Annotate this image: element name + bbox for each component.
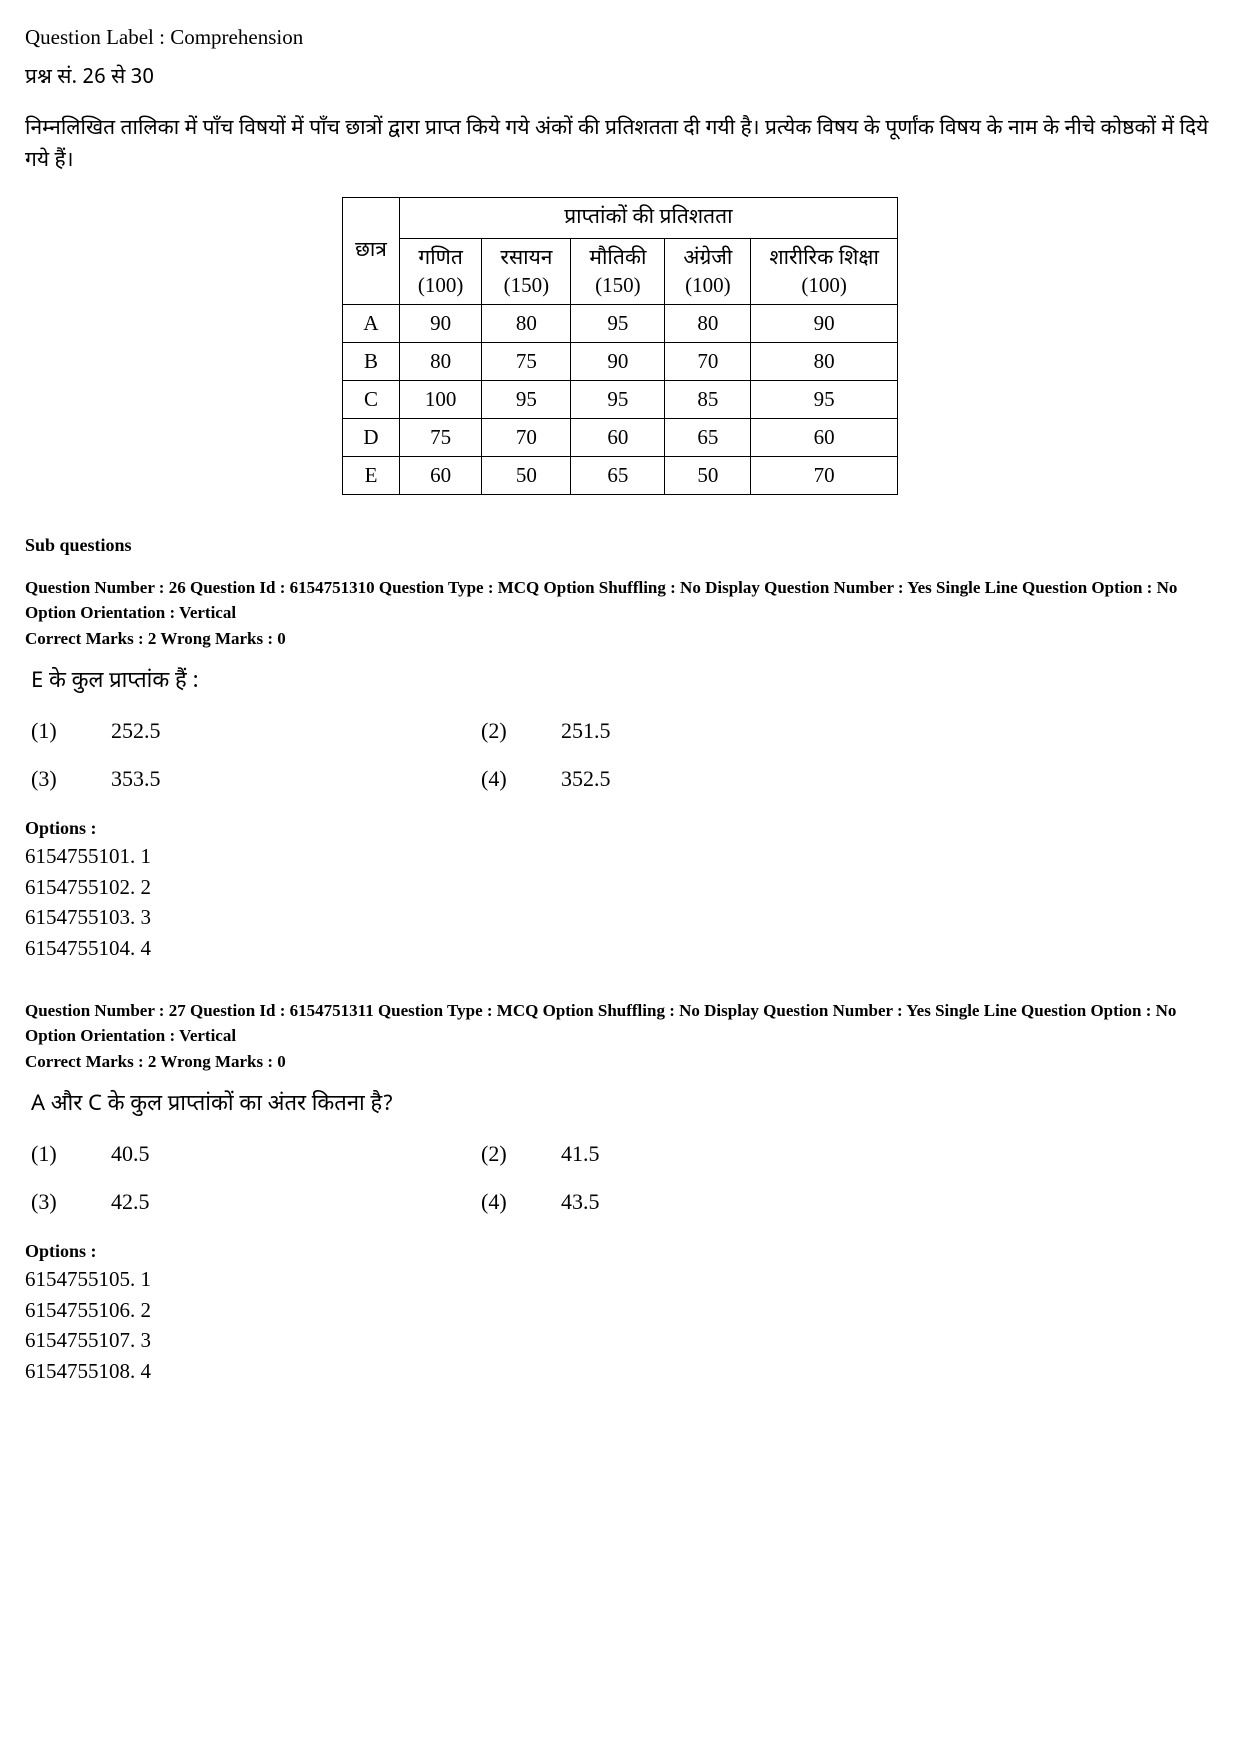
q26-choice-2: (2)251.5 [481, 718, 931, 744]
passage-text: निम्नलिखित तालिका में पाँच विषयों में पा… [25, 114, 1215, 177]
q26-options-label: Options : [25, 818, 1215, 839]
row-header: छात्र [343, 198, 400, 305]
q27-choice-1: (1)40.5 [31, 1141, 481, 1167]
q26-marks: Correct Marks : 2 Wrong Marks : 0 [25, 629, 1215, 649]
list-item: 6154755104. 4 [25, 933, 1215, 963]
label-prefix: Question Label : [25, 25, 170, 49]
q27-meta: Question Number : 27 Question Id : 61547… [25, 999, 1215, 1048]
col-phys: मौतिकी(150) [571, 239, 665, 305]
marks-table: छात्र प्राप्तांकों की प्रतिशतता गणित(100… [342, 197, 898, 495]
question-label: Question Label : Comprehension [25, 25, 1215, 50]
q27-choice-4: (4)43.5 [481, 1189, 931, 1215]
col-pe: शारीरिक शिक्षा(100) [751, 239, 898, 305]
q27-options-list: 6154755105. 1 6154755106. 2 6154755107. … [25, 1264, 1215, 1386]
table-row: D 75 70 60 65 60 [343, 419, 898, 457]
table-row: C 100 95 95 85 95 [343, 381, 898, 419]
q26-meta: Question Number : 26 Question Id : 61547… [25, 576, 1215, 625]
subject-row: गणित(100) रसायन(150) मौतिकी(150) अंग्रेज… [343, 239, 898, 305]
q26-choice-4: (4)352.5 [481, 766, 931, 792]
q26-choice-1: (1)252.5 [31, 718, 481, 744]
q27-choice-2: (2)41.5 [481, 1141, 931, 1167]
super-header: प्राप्तांकों की प्रतिशतता [399, 198, 897, 239]
list-item: 6154755101. 1 [25, 841, 1215, 871]
list-item: 6154755105. 1 [25, 1264, 1215, 1294]
col-chem: रसायन(150) [482, 239, 571, 305]
list-item: 6154755102. 2 [25, 872, 1215, 902]
table-row: A 90 80 95 80 90 [343, 305, 898, 343]
question-range: प्रश्न सं. 26 से 30 [25, 64, 1215, 92]
table-row: E 60 50 65 50 70 [343, 457, 898, 495]
q27-marks: Correct Marks : 2 Wrong Marks : 0 [25, 1052, 1215, 1072]
label-value: Comprehension [170, 25, 303, 49]
q26-choices: (1)252.5 (2)251.5 (3)353.5 (4)352.5 [31, 718, 931, 792]
list-item: 6154755103. 3 [25, 902, 1215, 932]
q27-choice-3: (3)42.5 [31, 1189, 481, 1215]
q27-choices: (1)40.5 (2)41.5 (3)42.5 (4)43.5 [31, 1141, 931, 1215]
list-item: 6154755106. 2 [25, 1295, 1215, 1325]
col-math: गणित(100) [399, 239, 482, 305]
q27-options-label: Options : [25, 1241, 1215, 1262]
q27-text: A और C के कुल प्राप्तांकों का अंतर कितना… [31, 1090, 1215, 1119]
q26-choice-3: (3)353.5 [31, 766, 481, 792]
list-item: 6154755108. 4 [25, 1356, 1215, 1386]
q26-text: E के कुल प्राप्तांक हैं : [31, 667, 1215, 696]
sub-questions-heading: Sub questions [25, 535, 1215, 556]
q26-options-list: 6154755101. 1 6154755102. 2 6154755103. … [25, 841, 1215, 963]
col-eng: अंग्रेजी(100) [665, 239, 751, 305]
table-row: B 80 75 90 70 80 [343, 343, 898, 381]
list-item: 6154755107. 3 [25, 1325, 1215, 1355]
